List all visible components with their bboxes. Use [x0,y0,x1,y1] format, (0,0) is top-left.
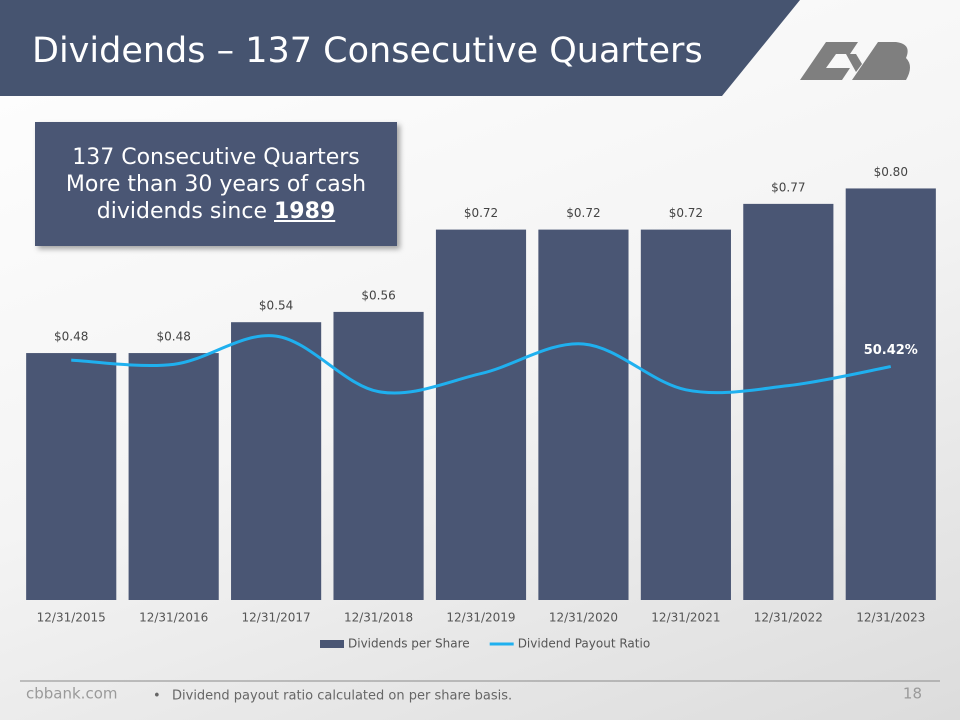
bar [743,203,834,600]
x-tick-label: 12/31/2017 [242,611,311,625]
data-label: $0.48 [156,330,190,344]
x-tick-label: 12/31/2023 [856,611,925,625]
x-tick-label: 12/31/2015 [37,611,106,625]
bar [640,229,731,600]
line [71,334,892,395]
callout-line: dividends since 1989 [35,198,397,225]
legend-label: Dividend Payout Ratio [518,637,650,651]
callout-line: More than 30 years of cash [65,171,367,197]
callout-text: dividends since [96,198,267,224]
title: Dividends – 137 Consecutive Quarters [32,31,703,71]
callout-highlight: 1989 [274,198,336,224]
data-label: $0.72 [669,206,703,220]
bar [435,229,527,600]
bar [231,322,322,600]
bar [845,188,936,600]
x-tick-label: 12/31/2018 [344,611,413,625]
x-tick-label: 12/31/2022 [754,611,823,625]
bar [538,229,629,600]
legend-label: Dividends per Share [348,637,470,651]
footer-note: Dividend payout ratio calculated on per … [172,689,512,704]
logo [800,42,910,80]
callout-line: 137 Consecutive Quarters [72,144,360,170]
data-label: $0.77 [771,180,805,194]
data-label: $0.54 [259,299,293,313]
footer-bullet: • [153,689,161,704]
x-tick-label: 12/31/2020 [549,611,618,625]
data-label: 50.42% [864,343,918,358]
legend-swatch [320,640,344,648]
data-label: $0.72 [566,206,600,220]
title-banner [0,0,800,96]
bar [333,311,424,600]
data-label: $0.80 [874,165,908,179]
data-label: $0.56 [361,288,395,302]
data-label: $0.48 [54,330,88,344]
footer-site: cbbank.com [26,685,117,703]
x-tick-label: 12/31/2019 [446,611,515,625]
x-tick-label: 12/31/2021 [651,611,720,625]
bar [128,353,219,600]
bar [26,353,117,600]
callout: 137 Consecutive Quarters More than 30 ye… [35,122,397,246]
data-label: $0.72 [464,206,498,220]
x-tick-label: 12/31/2016 [139,611,208,625]
page-number: 18 [903,685,922,703]
